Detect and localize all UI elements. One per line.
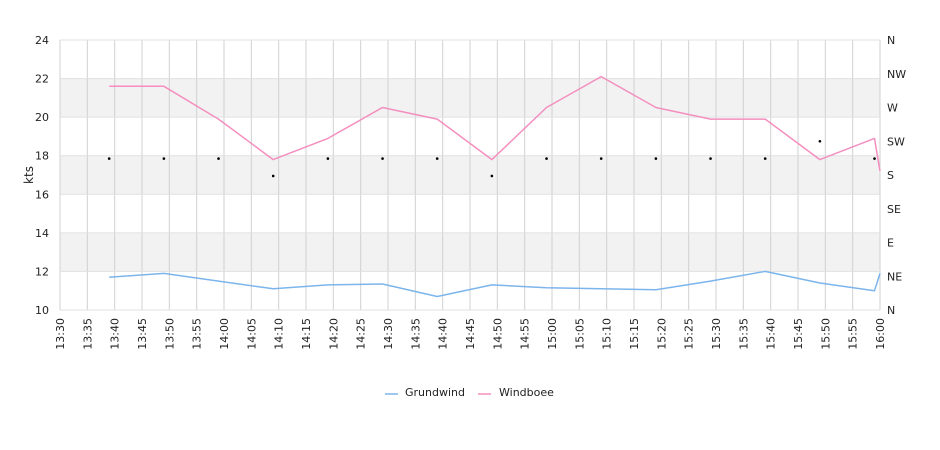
direction-point — [490, 174, 494, 178]
x-tick-label: 15:05 — [573, 318, 586, 350]
legend[interactable]: Grundwind Windboee — [385, 386, 554, 399]
y2-tick-label: S — [887, 169, 894, 182]
direction-point — [654, 157, 658, 160]
x-tick-label: 13:40 — [109, 318, 122, 350]
y2-tick-label: N — [887, 34, 895, 47]
y2-tick-label: W — [887, 102, 898, 115]
legend-label-windboee[interactable]: Windboee — [499, 386, 554, 399]
direction-point — [763, 157, 767, 160]
series-line-windboee[interactable] — [109, 75, 881, 172]
x-tick-label: 15:30 — [710, 318, 723, 350]
x-tick-label: 14:30 — [382, 318, 395, 350]
x-tick-label: 14:20 — [327, 318, 340, 350]
x-tick-label: 14:45 — [464, 318, 477, 350]
y-tick-label: 22 — [35, 73, 49, 86]
y-tick-label: 24 — [35, 34, 49, 47]
x-tick-label: 15:20 — [655, 318, 668, 350]
y2-tick-label: N — [887, 304, 895, 317]
x-tick-label: 14:40 — [437, 318, 450, 350]
y2-axis-tick-labels: N NE E SE S SW W NW N — [887, 34, 906, 317]
x-tick-label: 15:00 — [546, 318, 559, 350]
direction-point — [271, 174, 275, 178]
y-tick-label: 12 — [35, 265, 49, 278]
y-tick-label: 16 — [35, 188, 49, 201]
series-line-grundwind[interactable] — [109, 270, 881, 298]
direction-point — [381, 157, 384, 160]
x-tick-label: 15:45 — [792, 318, 805, 350]
vertical-grid — [59, 40, 881, 310]
x-tick-label: 13:35 — [81, 318, 94, 350]
x-tick-label: 15:15 — [628, 318, 641, 350]
direction-point — [162, 157, 166, 160]
y-axis-title: kts — [22, 166, 36, 184]
direction-points — [107, 139, 876, 178]
direction-point — [599, 157, 603, 160]
y2-tick-label: E — [887, 237, 894, 250]
y2-tick-label: NE — [887, 270, 902, 283]
y2-tick-label: SE — [887, 203, 901, 216]
x-tick-label: 14:50 — [491, 318, 504, 350]
direction-point — [545, 157, 548, 160]
y2-tick-label: NW — [887, 68, 906, 81]
legend-label-grundwind[interactable]: Grundwind — [405, 386, 465, 399]
x-tick-label: 13:45 — [136, 318, 149, 350]
x-tick-label: 14:25 — [355, 318, 368, 350]
y-tick-label: 14 — [35, 227, 49, 240]
direction-point — [873, 157, 876, 160]
direction-point — [709, 157, 712, 160]
x-tick-label: 15:10 — [601, 318, 614, 350]
x-tick-label: 13:50 — [163, 318, 176, 350]
y-tick-label: 18 — [35, 150, 49, 163]
x-tick-label: 13:30 — [54, 318, 67, 350]
x-tick-label: 14:00 — [218, 318, 231, 350]
x-tick-label: 14:35 — [409, 318, 422, 350]
x-tick-label: 15:55 — [847, 318, 860, 350]
direction-point — [435, 157, 439, 160]
direction-point — [217, 157, 220, 160]
direction-point — [818, 139, 822, 143]
x-tick-label: 14:15 — [300, 318, 313, 350]
x-tick-label: 14:05 — [245, 318, 258, 350]
horizontal-grid — [60, 39, 880, 311]
x-axis-tick-labels: 13:30 13:35 13:40 13:45 13:50 13:55 14:00 14:05… — [54, 318, 887, 350]
x-tick-label: 15:25 — [683, 318, 696, 350]
series-lines — [109, 75, 881, 298]
x-tick-label: 15:35 — [737, 318, 750, 350]
x-tick-label: 13:55 — [191, 318, 204, 350]
y-tick-label: 10 — [35, 304, 49, 317]
direction-point — [326, 157, 330, 160]
y-tick-label: 20 — [35, 111, 49, 124]
x-tick-label: 15:50 — [819, 318, 832, 350]
x-tick-label: 15:40 — [765, 318, 778, 350]
x-tick-label: 14:10 — [273, 318, 286, 350]
y-axis-tick-labels: 10 12 14 16 18 20 22 24 — [35, 34, 49, 317]
y2-tick-label: SW — [887, 135, 905, 148]
x-tick-label: 14:55 — [519, 318, 532, 350]
x-tick-label: 16:00 — [874, 318, 887, 350]
direction-point — [107, 157, 111, 160]
